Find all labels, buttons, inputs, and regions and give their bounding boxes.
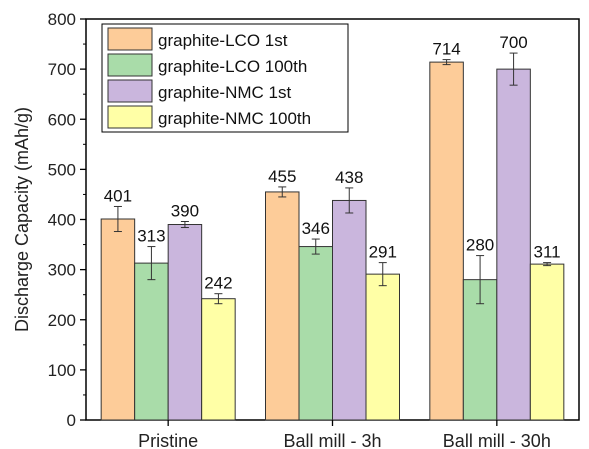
y-tick-label: 600: [48, 110, 76, 129]
bar: [167, 224, 203, 421]
data-label: 291: [369, 243, 397, 262]
y-tick-label: 300: [48, 261, 76, 280]
data-label: 280: [466, 236, 494, 255]
bar: [201, 298, 236, 421]
legend-label: graphite-LCO 100th: [158, 57, 307, 76]
y-tick-label: 100: [48, 361, 76, 380]
y-tick-label: 500: [48, 160, 76, 179]
data-label: 313: [137, 227, 165, 246]
legend-label: graphite-LCO 1st: [158, 31, 288, 50]
y-tick-label: 200: [48, 311, 76, 330]
x-category-label: Ball mill - 3h: [283, 431, 381, 449]
y-tick-label: 400: [48, 211, 76, 230]
x-category-label: Pristine: [138, 431, 198, 449]
legend-swatch: [107, 53, 153, 77]
bar: [529, 263, 565, 421]
bar: [332, 199, 367, 421]
legend-label: graphite-NMC 100th: [158, 109, 311, 128]
data-label: 390: [171, 202, 199, 221]
bar: [134, 262, 169, 421]
legend: graphite-LCO 1st graphite-LCO 100th graphi…: [101, 23, 349, 133]
legend-label: graphite-NMC 1st: [158, 83, 291, 102]
bar: [265, 191, 300, 421]
y-tick-label: 800: [48, 10, 76, 29]
data-label: 401: [104, 186, 132, 205]
bar: [298, 246, 333, 421]
y-axis-title: Discharge Capacity (mAh/g): [12, 107, 32, 332]
bar: [365, 273, 400, 421]
x-category-label: Ball mill - 30h: [443, 431, 551, 449]
data-label: 311: [534, 243, 561, 262]
data-label: 346: [302, 219, 330, 238]
bar: [496, 68, 531, 421]
data-label: 242: [204, 274, 232, 293]
bar: [100, 218, 136, 421]
data-label: 455: [268, 167, 296, 186]
data-label: 714: [432, 40, 460, 59]
legend-swatch: [107, 105, 153, 129]
data-label: 700: [499, 33, 527, 52]
legend-swatch: [107, 79, 153, 103]
bars-layer: 401 313 390 242 455 346 438 291 714 280 700 311: [100, 33, 565, 421]
data-label: 438: [335, 168, 363, 187]
y-tick-label: 700: [48, 60, 76, 79]
bar: [429, 61, 464, 421]
y-tick-label: 0: [67, 411, 76, 430]
legend-swatch: [107, 27, 153, 51]
axes-layer: 0 100 200 300 400 500 600 700 800 Pristine Ball mi…: [48, 10, 551, 449]
